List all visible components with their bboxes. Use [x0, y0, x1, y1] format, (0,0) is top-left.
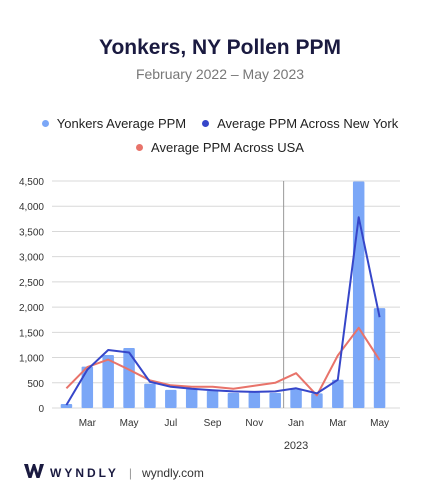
brand-name: WYNDLY [50, 465, 119, 480]
line-new-york [65, 216, 381, 406]
legend-item-new-york[interactable]: Average PPM Across New York [202, 116, 398, 131]
line-series [65, 216, 381, 406]
footer: WYNDLY | wyndly.com [24, 463, 204, 482]
x-axis-ticks: Mar May Jul Sep Nov Jan Mar May 2023 [79, 418, 389, 452]
y-tick-label: 1,500 [19, 328, 44, 339]
legend-dot-usa [136, 144, 144, 151]
y-tick-label: 2,500 [19, 278, 44, 289]
bar [373, 308, 386, 408]
legend-item-usa[interactable]: Average PPM Across USA [136, 140, 304, 155]
line-usa [65, 326, 381, 397]
bar [123, 347, 135, 408]
legend-item-yonkers[interactable]: Yonkers Average PPM [41, 116, 187, 131]
legend-row-1: Yonkers Average PPM Average PPM Across N… [0, 116, 440, 131]
y-tick-label: 3,000 [19, 253, 44, 264]
x-tick-label: Mar [79, 418, 97, 429]
bar [60, 403, 73, 408]
y-axis-ticks: 0 500 1,000 1,500 2,000 2,500 3,000 3,500 4,000 4… [19, 177, 44, 415]
bar [206, 390, 219, 408]
footer-separator: | [128, 465, 133, 480]
bar [352, 181, 365, 408]
bar-series-yonkers [60, 181, 386, 408]
bar [290, 389, 302, 408]
legend-label-usa: Average PPM Across USA [151, 140, 304, 155]
bar [185, 388, 198, 408]
bar [248, 392, 261, 408]
x-tick-label: May [370, 418, 389, 429]
chart-title: Yonkers, NY Pollen PPM [99, 36, 341, 59]
bar [165, 389, 177, 408]
x-tick-label: Mar [329, 418, 347, 429]
x-tick-label: Nov [245, 418, 263, 429]
bar [227, 392, 240, 408]
bar [269, 392, 281, 408]
bar [311, 393, 323, 408]
y-tick-label: 4,000 [19, 202, 44, 213]
legend-label-new-york: Average PPM Across New York [217, 116, 399, 131]
legend-dot-new-york [202, 120, 210, 127]
site-link[interactable]: wyndly.com [142, 465, 204, 480]
legend-row-2: Average PPM Across USA [0, 140, 440, 155]
bar [144, 383, 156, 408]
x-tick-label: May [120, 418, 139, 429]
y-tick-label: 0 [38, 404, 44, 415]
x-tick-label: Jul [164, 418, 177, 429]
y-tick-label: 3,500 [19, 227, 44, 238]
legend-dot-yonkers [41, 120, 49, 127]
y-tick-label: 2,000 [19, 303, 44, 314]
bar [332, 379, 344, 408]
bar [102, 355, 114, 408]
y-tick-label: 1,000 [19, 354, 44, 365]
legend-label-yonkers: Yonkers Average PPM [56, 116, 187, 131]
wyndly-logo-icon [24, 463, 44, 482]
bar [81, 366, 94, 408]
year-label: 2023 [284, 440, 308, 452]
x-tick-label: Jan [288, 418, 304, 429]
y-tick-label: 4,500 [19, 177, 44, 188]
x-tick-label: Sep [204, 418, 222, 429]
chart-subtitle: February 2022 – May 2023 [135, 66, 305, 82]
y-tick-label: 500 [27, 379, 44, 390]
